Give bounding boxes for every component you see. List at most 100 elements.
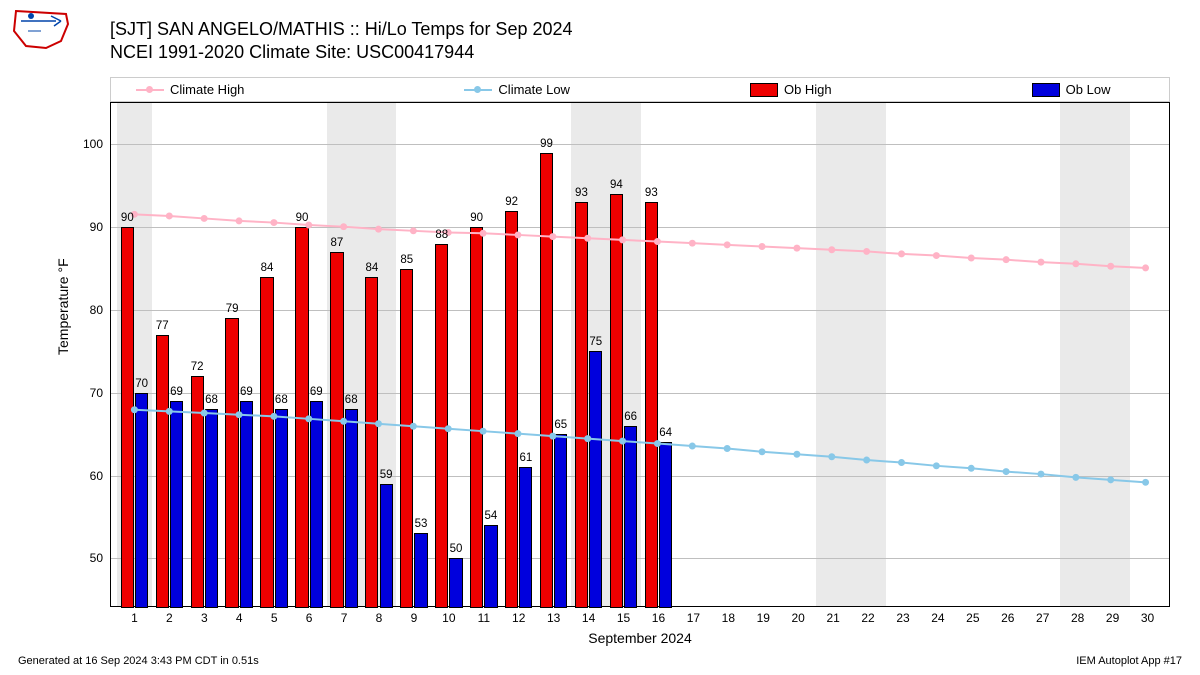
x-tick-label: 3: [201, 611, 208, 625]
bar-value-label: 88: [435, 229, 448, 241]
x-tick-label: 25: [966, 611, 979, 625]
temp-bar: [191, 376, 204, 608]
x-axis-label: September 2024: [110, 630, 1170, 646]
temp-bar: [170, 401, 183, 608]
legend-line-icon: [464, 89, 492, 91]
temp-bar: [121, 227, 134, 608]
temp-bar: [659, 442, 672, 608]
legend-climate-low: Climate Low: [464, 82, 570, 97]
y-tick-label: 50: [63, 551, 103, 565]
bar-value-label: 54: [485, 510, 498, 522]
temp-bar: [470, 227, 483, 608]
x-tick-label: 6: [306, 611, 313, 625]
temp-bar: [310, 401, 323, 608]
bar-value-label: 79: [226, 303, 239, 315]
temp-bar: [554, 434, 567, 608]
bar-value-label: 61: [519, 452, 532, 464]
bar-value-label: 69: [310, 386, 323, 398]
x-tick-label: 23: [896, 611, 909, 625]
bar-value-label: 53: [415, 518, 428, 530]
x-tick-label: 22: [861, 611, 874, 625]
x-tick-label: 10: [442, 611, 455, 625]
temp-bar: [275, 409, 288, 608]
bar-value-label: 70: [135, 378, 148, 390]
gridline: [111, 227, 1169, 228]
footer-app: IEM Autoplot App #17: [1076, 655, 1182, 667]
temp-bar: [156, 335, 169, 608]
y-tick-label: 80: [63, 303, 103, 317]
temp-bar: [505, 211, 518, 608]
temp-bar: [380, 484, 393, 608]
y-tick-label: 90: [63, 220, 103, 234]
legend-label: Ob High: [784, 82, 832, 97]
x-tick-label: 24: [931, 611, 944, 625]
weekend-band: [851, 103, 886, 606]
temp-bar: [519, 467, 532, 608]
legend-climate-high: Climate High: [136, 82, 244, 97]
bar-value-label: 68: [205, 394, 218, 406]
bar-value-label: 66: [624, 411, 637, 423]
temp-bar: [260, 277, 273, 608]
bar-value-label: 69: [170, 386, 183, 398]
temp-bar: [540, 153, 553, 608]
temp-bar: [135, 393, 148, 608]
legend-swatch-icon: [1032, 83, 1060, 97]
x-tick-label: 13: [547, 611, 560, 625]
x-tick-label: 19: [757, 611, 770, 625]
temp-bar: [295, 227, 308, 608]
weekend-band: [1060, 103, 1095, 606]
bar-value-label: 85: [400, 254, 413, 266]
bar-value-label: 59: [380, 469, 393, 481]
temp-bar: [645, 202, 658, 608]
temp-bar: [240, 401, 253, 608]
bar-value-label: 68: [345, 394, 358, 406]
chart-plot-area: 5060708090100123456789101112131415161718…: [110, 102, 1170, 607]
bar-value-label: 99: [540, 138, 553, 150]
x-tick-label: 11: [478, 611, 490, 625]
x-tick-label: 1: [131, 611, 138, 625]
temp-bar: [575, 202, 588, 608]
x-tick-label: 7: [341, 611, 348, 625]
temp-bar: [589, 351, 602, 608]
x-tick-label: 28: [1071, 611, 1084, 625]
x-tick-label: 21: [826, 611, 839, 625]
bar-value-label: 90: [470, 212, 483, 224]
legend-label: Climate High: [170, 82, 244, 97]
x-tick-label: 9: [411, 611, 418, 625]
x-tick-label: 12: [512, 611, 525, 625]
temp-bar: [414, 533, 427, 608]
bar-value-label: 94: [610, 179, 623, 191]
gridline: [111, 144, 1169, 145]
legend-swatch-icon: [750, 83, 778, 97]
bar-value-label: 93: [575, 187, 588, 199]
bar-value-label: 90: [121, 212, 134, 224]
bar-value-label: 72: [191, 361, 204, 373]
bar-value-label: 84: [261, 262, 274, 274]
temp-bar: [400, 269, 413, 608]
x-tick-label: 8: [376, 611, 383, 625]
bar-value-label: 92: [505, 196, 518, 208]
bar-value-label: 69: [240, 386, 253, 398]
bar-value-label: 68: [275, 394, 288, 406]
x-tick-label: 29: [1106, 611, 1119, 625]
temp-bar: [610, 194, 623, 608]
y-tick-label: 60: [63, 469, 103, 483]
temp-bar: [484, 525, 497, 608]
x-tick-label: 4: [236, 611, 243, 625]
x-tick-label: 2: [166, 611, 173, 625]
temp-bar: [624, 426, 637, 608]
legend-ob-low: Ob Low: [1032, 82, 1111, 97]
weekend-band: [1095, 103, 1130, 606]
x-tick-label: 18: [722, 611, 735, 625]
temp-bar: [449, 558, 462, 608]
legend-label: Climate Low: [498, 82, 570, 97]
bar-value-label: 93: [645, 187, 658, 199]
temp-bar: [330, 252, 343, 608]
bar-value-label: 65: [554, 419, 567, 431]
legend-line-icon: [136, 89, 164, 91]
x-tick-label: 26: [1001, 611, 1014, 625]
temp-bar: [435, 244, 448, 608]
iem-logo: [6, 6, 76, 51]
temp-bar: [365, 277, 378, 608]
bar-value-label: 75: [589, 336, 602, 348]
